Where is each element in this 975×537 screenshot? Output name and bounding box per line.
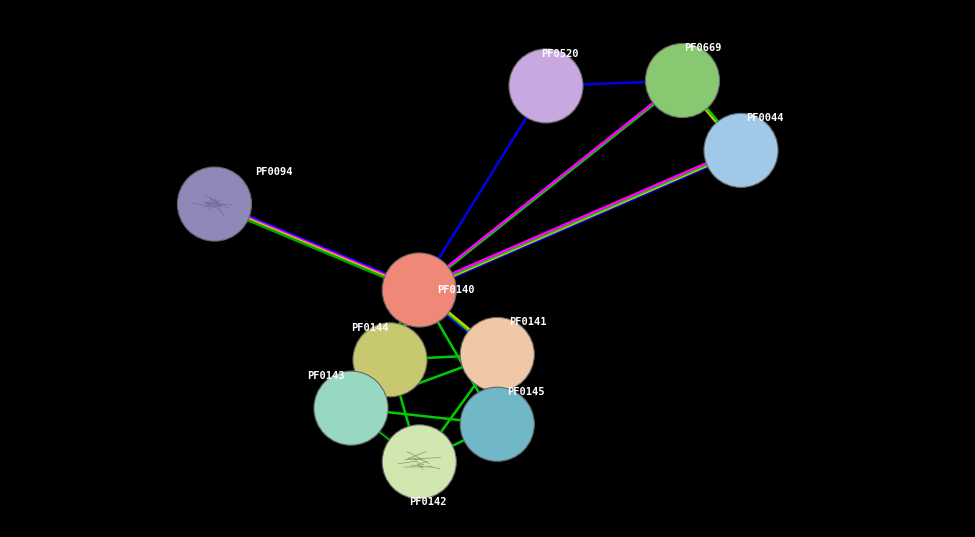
Text: PF0144: PF0144 (351, 323, 388, 332)
Ellipse shape (704, 113, 778, 187)
Ellipse shape (509, 49, 583, 123)
Text: PF0143: PF0143 (307, 371, 344, 381)
Ellipse shape (382, 425, 456, 499)
Text: PF0145: PF0145 (507, 387, 544, 397)
Text: PF0044: PF0044 (746, 113, 783, 123)
Text: PF0669: PF0669 (684, 43, 722, 53)
Ellipse shape (645, 43, 720, 118)
Ellipse shape (177, 167, 252, 241)
Text: PF0094: PF0094 (255, 167, 292, 177)
Text: PF0141: PF0141 (509, 317, 546, 327)
Ellipse shape (314, 371, 388, 445)
Text: PF0142: PF0142 (410, 497, 447, 507)
Ellipse shape (460, 387, 534, 461)
Ellipse shape (460, 317, 534, 391)
Ellipse shape (382, 253, 456, 327)
Text: PF0140: PF0140 (437, 285, 474, 295)
Text: PF0520: PF0520 (541, 49, 578, 59)
Ellipse shape (353, 323, 427, 397)
